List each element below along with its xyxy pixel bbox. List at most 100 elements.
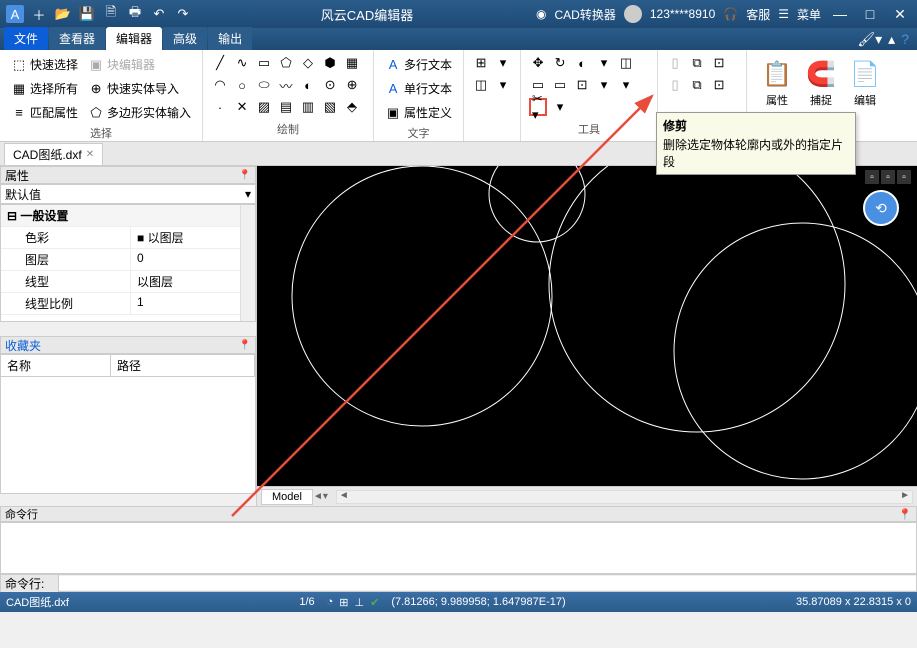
save-icon[interactable]: 💾 <box>78 5 96 23</box>
tool11-icon[interactable]: ▾ <box>551 98 569 116</box>
polyline-icon[interactable]: ∿ <box>233 54 251 72</box>
new-icon[interactable]: ＋ <box>30 5 48 23</box>
arc-icon[interactable]: ◠ <box>211 76 229 94</box>
canvas-ctrl3-icon[interactable]: ▫ <box>897 170 911 184</box>
select-all-button[interactable]: ▦选择所有 <box>8 78 81 99</box>
rotate-icon[interactable]: ↻ <box>551 54 569 72</box>
prop-color-val[interactable]: ■ 以图层 <box>131 227 255 249</box>
shape9-icon[interactable]: ▥ <box>299 98 317 116</box>
menu-label[interactable]: 菜单 <box>797 6 821 23</box>
polygon-input-button[interactable]: ⬠多边形实体输入 <box>85 102 194 123</box>
snap-button[interactable]: 🧲捕捉 <box>799 54 843 112</box>
tool4-icon[interactable]: ▾ <box>595 54 613 72</box>
shape1-icon[interactable]: ◇ <box>299 54 317 72</box>
brush-icon[interactable]: 🖌▾ <box>857 31 882 48</box>
tab-advanced[interactable]: 高级 <box>163 27 207 50</box>
ellipse-icon[interactable]: ⬭ <box>255 76 273 94</box>
polygon-icon[interactable]: ⬠ <box>277 54 295 72</box>
tab-file[interactable]: 文件 <box>4 27 48 50</box>
file-tab[interactable]: CAD图纸.dxf ✕ <box>4 143 103 165</box>
attr-def-button[interactable]: ▣属性定义 <box>382 102 455 123</box>
canvas[interactable]: ▫ ▫ ▫ ⟲ <box>257 166 917 486</box>
tab-output[interactable]: 输出 <box>208 27 252 50</box>
circle-icon[interactable]: ○ <box>233 76 251 94</box>
h-scrollbar[interactable] <box>336 490 913 504</box>
tool8-icon[interactable]: ⊡ <box>573 76 591 94</box>
tb5-icon[interactable]: ⧉ <box>688 76 706 94</box>
tool5-icon[interactable]: ◫ <box>617 54 635 72</box>
tab-editor[interactable]: 编辑器 <box>106 27 162 50</box>
multiline-text-button[interactable]: A多行文本 <box>382 54 455 75</box>
undo-icon[interactable]: ↶ <box>150 5 168 23</box>
headset-icon[interactable]: 🎧 <box>723 7 738 21</box>
cmd-input[interactable] <box>59 576 916 590</box>
move-icon[interactable]: ✥ <box>529 54 547 72</box>
status-ic4-icon[interactable]: ✔ <box>370 596 379 609</box>
shape6-icon[interactable]: ✕ <box>233 98 251 116</box>
shape7-icon[interactable]: ▨ <box>255 98 273 116</box>
point-icon[interactable]: · <box>211 98 229 116</box>
ta1-icon[interactable]: ⊞ <box>472 54 490 72</box>
maximize-button[interactable]: □ <box>859 3 881 25</box>
file-tab-close-icon[interactable]: ✕ <box>86 149 94 160</box>
fav-col-path[interactable]: 路径 <box>111 355 255 376</box>
support-label[interactable]: 客服 <box>746 6 770 23</box>
status-ic3-icon[interactable]: ⊥ <box>355 596 365 609</box>
prop-scale-val[interactable]: 1 <box>131 293 255 315</box>
converter-label[interactable]: CAD转换器 <box>555 6 616 23</box>
canvas-ctrl1-icon[interactable]: ▫ <box>865 170 879 184</box>
avatar[interactable] <box>624 5 642 23</box>
cmd-pin-icon[interactable]: 📍 <box>898 508 912 521</box>
tool3-icon[interactable]: ◐ <box>573 54 591 72</box>
tb6-icon[interactable]: ⊡ <box>710 76 728 94</box>
open-icon[interactable]: 📂 <box>54 5 72 23</box>
shape2-icon[interactable]: ⬢ <box>321 54 339 72</box>
prop-linetype-val[interactable]: 以图层 <box>131 271 255 293</box>
converter-icon[interactable]: ◉ <box>536 7 546 21</box>
hatch-icon[interactable]: ▦ <box>343 54 361 72</box>
help-icon[interactable]: ? <box>901 31 909 48</box>
tool10-icon[interactable]: ▾ <box>617 76 635 94</box>
shape10-icon[interactable]: ▧ <box>321 98 339 116</box>
menu-icon[interactable]: ☰ <box>778 7 789 21</box>
pin-icon[interactable]: 📍 <box>239 170 251 181</box>
print-icon[interactable]: 🖶 <box>126 5 144 23</box>
ta4-icon[interactable]: ▾ <box>494 76 512 94</box>
collapse-icon[interactable]: ▴ <box>888 31 895 48</box>
shape11-icon[interactable]: ⬘ <box>343 98 361 116</box>
fav-pin-icon[interactable]: 📍 <box>239 340 251 351</box>
edit-button[interactable]: 📄编辑 <box>843 54 887 112</box>
saveas-icon[interactable]: 🗎 <box>102 5 120 23</box>
tab-viewer[interactable]: 查看器 <box>49 27 105 50</box>
canvas-ctrl2-icon[interactable]: ▫ <box>881 170 895 184</box>
import-button[interactable]: ⊕快速实体导入 <box>85 78 182 99</box>
minimize-button[interactable]: — <box>829 3 851 25</box>
quick-select-button[interactable]: ⬚快速选择 <box>8 54 81 75</box>
shape3-icon[interactable]: ◐ <box>299 76 317 94</box>
model-tab[interactable]: Model <box>261 489 313 505</box>
status-ic2-icon[interactable]: ⊞ <box>339 596 348 609</box>
redo-icon[interactable]: ↷ <box>174 5 192 23</box>
canvas-badge-icon[interactable]: ⟲ <box>863 190 899 226</box>
status-ic1-icon[interactable]: ◔ <box>327 596 334 608</box>
tb3-icon[interactable]: ⊡ <box>710 54 728 72</box>
group-general[interactable]: ⊟ 一般设置 <box>1 205 255 227</box>
shape4-icon[interactable]: ⊙ <box>321 76 339 94</box>
close-button[interactable]: ✕ <box>889 3 911 25</box>
fav-col-name[interactable]: 名称 <box>1 355 111 376</box>
tool9-icon[interactable]: ▾ <box>595 76 613 94</box>
props-button[interactable]: 📋属性 <box>755 54 799 112</box>
line-icon[interactable]: ╱ <box>211 54 229 72</box>
single-text-button[interactable]: A单行文本 <box>382 78 455 99</box>
spline-icon[interactable]: 〰 <box>277 76 295 94</box>
ta2-icon[interactable]: ▾ <box>494 54 512 72</box>
default-dropdown[interactable]: 默认值▾ <box>0 184 256 204</box>
shape8-icon[interactable]: ▤ <box>277 98 295 116</box>
rect-icon[interactable]: ▭ <box>255 54 273 72</box>
trim-button[interactable]: ✂▾ <box>529 98 547 116</box>
tb2-icon[interactable]: ⧉ <box>688 54 706 72</box>
ta3-icon[interactable]: ◫ <box>472 76 490 94</box>
tool7-icon[interactable]: ▭ <box>551 76 569 94</box>
shape5-icon[interactable]: ⊕ <box>343 76 361 94</box>
cmd-area[interactable] <box>0 522 917 574</box>
